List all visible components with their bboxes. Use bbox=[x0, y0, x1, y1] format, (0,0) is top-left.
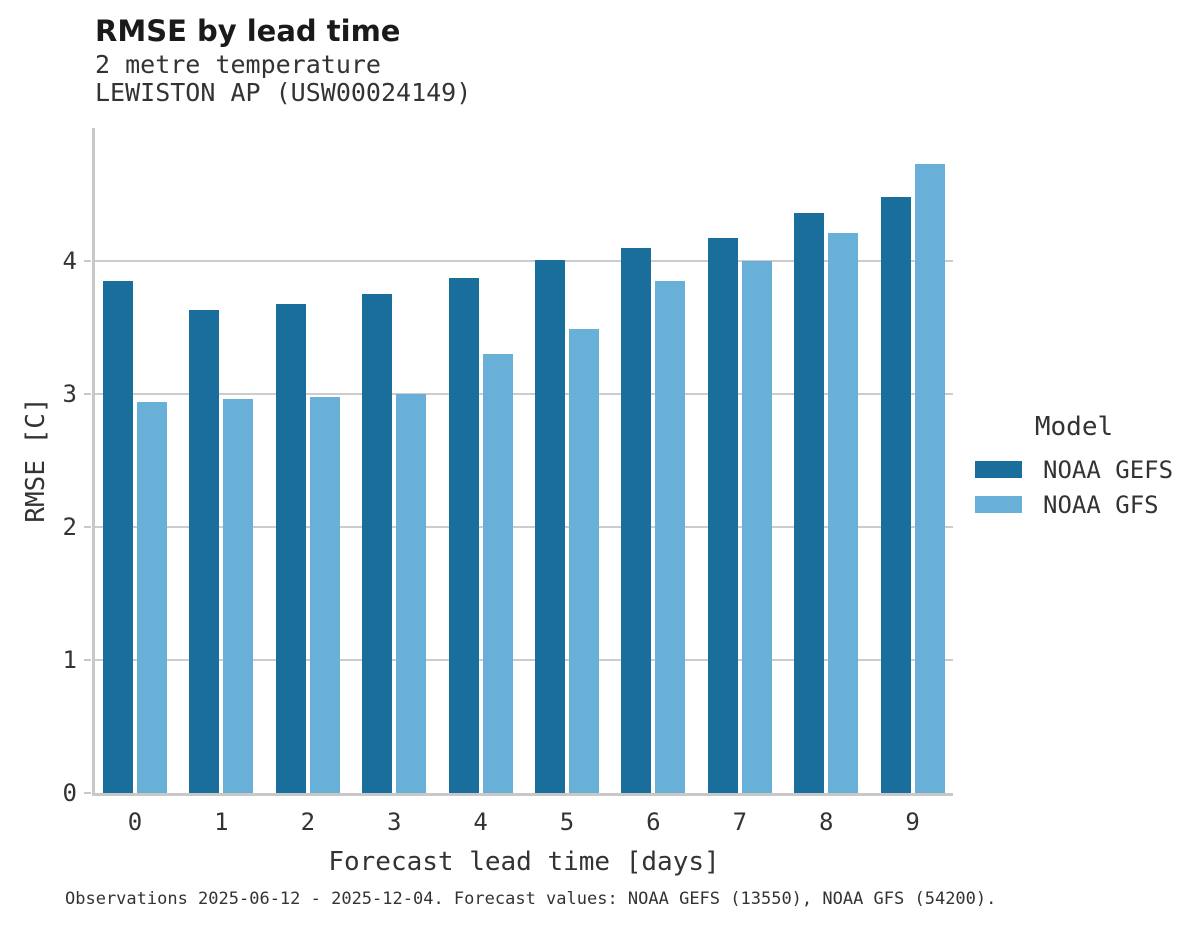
x-tick-label-1: 1 bbox=[214, 808, 229, 836]
y-axis-spine bbox=[92, 128, 95, 796]
y-tick-mark-2 bbox=[84, 526, 91, 528]
chart-title: RMSE by lead time bbox=[95, 14, 401, 48]
x-tick-label-5: 5 bbox=[559, 808, 575, 836]
legend-label: NOAA GEFS bbox=[1043, 455, 1174, 484]
bar-gefs-day4 bbox=[448, 278, 479, 793]
bar-gfs-day1 bbox=[223, 399, 254, 793]
y-tick-label-2: 2 bbox=[62, 513, 77, 541]
x-tick-label-7: 7 bbox=[732, 808, 748, 836]
x-tick-label-2: 2 bbox=[300, 808, 316, 836]
bar-gfs-day2 bbox=[309, 396, 340, 793]
x-axis-label: Forecast lead time [days] bbox=[328, 847, 720, 877]
chart-subtitle-variable: 2 metre temperature bbox=[95, 50, 381, 79]
bar-gfs-day7 bbox=[741, 261, 772, 793]
x-axis-spine bbox=[92, 793, 953, 796]
gridline-y2 bbox=[95, 526, 953, 528]
y-tick-label-4: 4 bbox=[62, 247, 77, 275]
bar-gefs-day3 bbox=[362, 294, 393, 793]
y-tick-mark-3 bbox=[84, 393, 91, 395]
legend-swatch-icon bbox=[975, 496, 1022, 513]
bar-gefs-day2 bbox=[275, 303, 306, 793]
y-tick-mark-4 bbox=[84, 260, 91, 262]
bar-gefs-day1 bbox=[189, 310, 220, 793]
y-tick-mark-0 bbox=[84, 792, 91, 794]
bar-gefs-day0 bbox=[103, 280, 133, 793]
bar-gefs-day9 bbox=[880, 197, 911, 793]
legend-swatch-icon bbox=[975, 461, 1022, 478]
footer-caption: Observations 2025-06-12 - 2025-12-04. Fo… bbox=[65, 889, 997, 909]
bar-gfs-day8 bbox=[828, 233, 859, 793]
legend-items: NOAA GEFS NOAA GFS bbox=[975, 452, 1175, 522]
x-tick-label-3: 3 bbox=[386, 808, 402, 836]
bar-gfs-day3 bbox=[396, 394, 427, 793]
bar-gefs-day8 bbox=[794, 213, 825, 793]
bar-gefs-day7 bbox=[707, 238, 738, 793]
x-tick-label-6: 6 bbox=[646, 808, 661, 836]
bar-gfs-day5 bbox=[569, 328, 599, 793]
gridline-y3 bbox=[95, 393, 953, 395]
y-tick-label-1: 1 bbox=[62, 646, 77, 674]
x-tick-label-4: 4 bbox=[473, 808, 488, 836]
y-tick-label-3: 3 bbox=[62, 380, 77, 408]
y-tick-label-0: 0 bbox=[62, 779, 77, 807]
bar-gefs-day6 bbox=[621, 247, 652, 793]
gridline-y4 bbox=[95, 260, 953, 262]
gridline-y1 bbox=[95, 659, 953, 661]
bar-gefs-day5 bbox=[535, 259, 565, 793]
x-tick-label-9: 9 bbox=[905, 808, 920, 836]
bar-gfs-day9 bbox=[914, 163, 945, 793]
chart-subtitle-station: LEWISTON AP (USW00024149) bbox=[95, 78, 472, 107]
legend-item: NOAA GFS bbox=[975, 487, 1175, 522]
x-tick-label-0: 0 bbox=[127, 808, 143, 836]
legend-title: Model bbox=[1034, 412, 1114, 442]
bar-gfs-day0 bbox=[137, 401, 167, 793]
y-tick-mark-1 bbox=[84, 659, 91, 661]
bar-gfs-day6 bbox=[655, 280, 686, 793]
legend-item: NOAA GEFS bbox=[975, 452, 1175, 487]
legend: Model NOAA GEFS NOAA GFS bbox=[975, 412, 1175, 522]
bar-gfs-day4 bbox=[482, 354, 513, 793]
legend-label: NOAA GFS bbox=[1043, 490, 1159, 519]
x-tick-label-8: 8 bbox=[818, 808, 834, 836]
